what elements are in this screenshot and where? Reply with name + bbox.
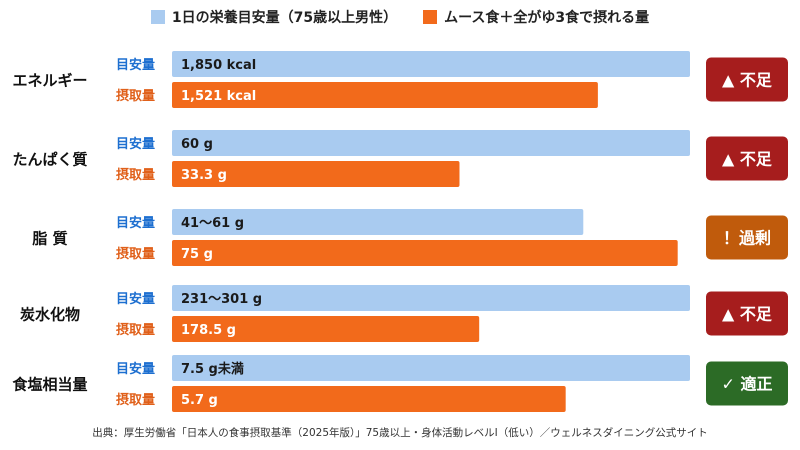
bar-value-label-intake: 33.3 g	[181, 168, 227, 183]
status-badge-ok	[706, 361, 788, 406]
category-label: 脂 質	[32, 230, 67, 248]
row-label-intake: 摂取量	[116, 392, 155, 408]
source-note: 出典：厚生労働省「日本人の食事摂取基準（2025年版）」75歳以上・身体活動レベ…	[92, 427, 708, 439]
row-label-intake: 摂取量	[116, 167, 155, 183]
status-badge-under	[706, 57, 788, 102]
bar-value-label-intake: 75 g	[181, 247, 213, 262]
status-badge-label: ▲ 不足	[722, 71, 773, 90]
category-label: 食塩相当量	[12, 376, 87, 394]
bar-value-label-recommended: 7.5 g未満	[181, 361, 244, 377]
row-label-recommended: 目安量	[116, 361, 155, 377]
row-label-recommended: 目安量	[116, 215, 155, 231]
legend-swatch-recommended	[150, 10, 165, 24]
bar-intake	[172, 82, 598, 108]
legend-item-recommended: 1日の栄養目安量（75歳以上男性）	[150, 7, 398, 27]
row-label-intake: 摂取量	[116, 322, 155, 338]
bar-recommended	[172, 209, 584, 235]
status-badge-over	[706, 215, 788, 260]
legend-item-intake: ムース食＋全がゆ3食で摂れる量	[423, 7, 649, 27]
legend-label-intake: ムース食＋全がゆ3食で摂れる量	[444, 10, 650, 26]
status-badge-under	[706, 291, 788, 336]
row-label-recommended: 目安量	[116, 136, 155, 152]
bar-value-label-recommended: 231～301 g	[181, 292, 262, 307]
row-label-recommended: 目安量	[116, 57, 155, 73]
bar-intake	[172, 240, 678, 266]
bar-value-label-intake: 5.7 g	[181, 393, 218, 408]
bar-value-label-recommended: 60 g	[181, 137, 213, 152]
legend-label-recommended: 1日の栄養目安量（75歳以上男性）	[171, 10, 398, 26]
bar-value-label-recommended: 1,850 kcal	[181, 58, 256, 73]
bar-value-label-recommended: 41～61 g	[181, 216, 244, 231]
row-label-intake: 摂取量	[116, 246, 155, 262]
bar-intake	[172, 316, 480, 342]
bar-recommended	[172, 130, 690, 156]
bar-value-label-intake: 178.5 g	[181, 323, 236, 338]
status-badge-label: ！過剰	[723, 229, 771, 248]
status-badge-label: ✓ 適正	[722, 375, 773, 394]
bar-intake	[172, 386, 566, 412]
legend: 1日の栄養目安量（75歳以上男性） ムース食＋全がゆ3食で摂れる量	[0, 6, 800, 28]
bar-recommended	[172, 51, 690, 77]
status-badge-label: ▲ 不足	[722, 150, 773, 169]
bar-intake	[172, 161, 460, 187]
category-label: 炭水化物	[20, 306, 80, 324]
bar-value-label-intake: 1,521 kcal	[181, 89, 256, 104]
bar-recommended	[172, 355, 690, 381]
bar-recommended	[172, 285, 690, 311]
status-badge-label: ▲ 不足	[722, 305, 773, 324]
category-label: たんぱく質	[12, 151, 87, 169]
status-badge-under	[706, 136, 788, 181]
legend-swatch-intake	[423, 10, 438, 24]
row-label-recommended: 目安量	[116, 291, 155, 307]
category-label: エネルギー	[12, 72, 87, 90]
row-label-intake: 摂取量	[116, 88, 155, 104]
